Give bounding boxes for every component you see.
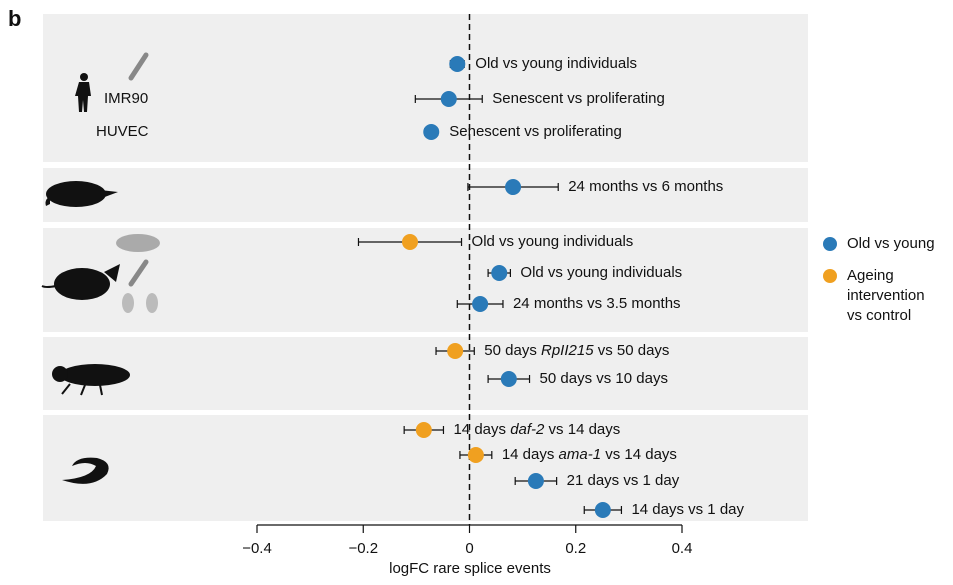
legend-line: Ageing bbox=[847, 267, 898, 284]
point bbox=[527, 473, 544, 489]
row-label-part: 21 days vs 1 day bbox=[567, 472, 680, 489]
group-panel bbox=[43, 168, 808, 222]
row-label-part: Old vs young individuals bbox=[520, 264, 682, 281]
point bbox=[423, 124, 440, 140]
row-label-part: Senescent vs proliferating bbox=[492, 90, 665, 107]
panels bbox=[43, 14, 808, 521]
row-label: Old vs young individuals bbox=[475, 55, 637, 72]
row-label: 14 days vs 1 day bbox=[631, 501, 744, 518]
row-label-part: 50 days vs 10 days bbox=[540, 370, 668, 387]
mouse-icon bbox=[41, 264, 120, 300]
fly-icon bbox=[52, 364, 130, 396]
point bbox=[449, 56, 466, 72]
row-label: 24 months vs 6 months bbox=[568, 178, 723, 195]
point bbox=[447, 343, 464, 359]
row-label-part: 50 days bbox=[484, 342, 541, 359]
pipette-icon bbox=[128, 259, 149, 287]
human-icon bbox=[75, 73, 91, 112]
kidney-icon bbox=[122, 293, 158, 313]
point bbox=[491, 265, 508, 281]
worm-icon bbox=[62, 457, 109, 484]
row-label-part: 14 days bbox=[502, 446, 559, 463]
legend-label: Ageing intervention vs control bbox=[847, 267, 929, 324]
row-label-part: 14 days vs 1 day bbox=[631, 501, 744, 518]
x-tick-label: 0.4 bbox=[672, 540, 693, 557]
row-label: Senescent vs proliferating bbox=[449, 123, 622, 140]
point bbox=[500, 371, 517, 387]
group-annotation: HUVEC bbox=[96, 123, 149, 140]
row-label: Senescent vs proliferating bbox=[492, 90, 665, 107]
point bbox=[594, 502, 611, 518]
row-label: Old vs young individuals bbox=[520, 264, 682, 281]
group-annotation: IMR90 bbox=[104, 90, 148, 107]
x-tick-label: 0.2 bbox=[565, 540, 586, 557]
row-label: 50 days vs 10 days bbox=[540, 370, 668, 387]
row-label-part: 24 months vs 6 months bbox=[568, 178, 723, 195]
point bbox=[415, 422, 432, 438]
row-label-part: Senescent vs proliferating bbox=[449, 123, 622, 140]
point bbox=[505, 179, 522, 195]
row-label-part: Old vs young individuals bbox=[475, 55, 637, 72]
row-label-part: Old vs young individuals bbox=[472, 233, 634, 250]
rat-icon bbox=[45, 181, 118, 207]
x-tick-label: −0.4 bbox=[242, 540, 272, 557]
row-label: 50 days RpII215 vs 50 days bbox=[484, 342, 669, 359]
legend-line: vs control bbox=[847, 307, 911, 324]
pipette-icon bbox=[128, 52, 149, 81]
x-axis-label: logFC rare splice events bbox=[389, 560, 551, 577]
row-label-part: vs 50 days bbox=[594, 342, 670, 359]
group-panel bbox=[43, 337, 808, 410]
row-label: Old vs young individuals bbox=[472, 233, 634, 250]
row-label: 24 months vs 3.5 months bbox=[513, 295, 681, 312]
brain-icon bbox=[116, 234, 160, 252]
row-label-part: ama-1 bbox=[559, 446, 602, 463]
icons bbox=[41, 52, 160, 484]
legend-line: Old vs young bbox=[847, 235, 935, 252]
row-label-part: 14 days bbox=[453, 421, 510, 438]
group-panel bbox=[43, 228, 808, 332]
row-label-part: vs 14 days bbox=[601, 446, 677, 463]
point bbox=[402, 234, 418, 250]
row-label-part: 24 months vs 3.5 months bbox=[513, 295, 681, 312]
legend-swatch bbox=[823, 237, 837, 251]
row-label: 14 days daf-2 vs 14 days bbox=[453, 421, 620, 438]
row-label-part: daf-2 bbox=[510, 421, 545, 438]
row-label: 21 days vs 1 day bbox=[567, 472, 680, 489]
plot: IMR90 HUVEC −0.4 −0.2 0 0.2 0.4 Old vs young in… bbox=[96, 14, 935, 557]
panel-label: b bbox=[8, 6, 21, 31]
legend-label: Old vs young bbox=[847, 235, 935, 252]
x-tick-label: 0 bbox=[465, 540, 473, 557]
legend-swatch bbox=[823, 269, 837, 283]
legend-line: intervention bbox=[847, 287, 929, 304]
row-label-part: RpII215 bbox=[541, 342, 594, 359]
point bbox=[467, 447, 484, 463]
point bbox=[472, 296, 489, 312]
row-label: 14 days ama-1 vs 14 days bbox=[502, 446, 677, 463]
group-panel bbox=[43, 14, 808, 162]
row-label-part: vs 14 days bbox=[544, 421, 620, 438]
point bbox=[440, 91, 457, 107]
x-tick-label: −0.2 bbox=[348, 540, 378, 557]
